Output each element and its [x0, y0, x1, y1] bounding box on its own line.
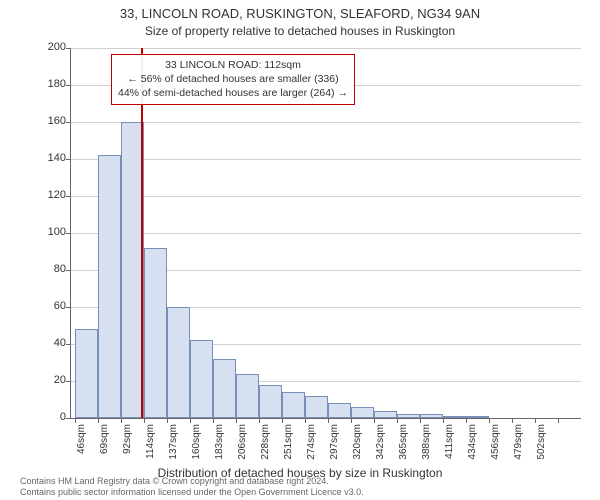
ytick-mark: [66, 159, 71, 160]
xtick-mark: [259, 418, 260, 423]
gridline: [71, 122, 581, 123]
ytick-label: 180: [26, 78, 66, 90]
gridline: [71, 196, 581, 197]
ytick-mark: [66, 233, 71, 234]
histogram-bar: [305, 396, 328, 418]
ytick-mark: [66, 85, 71, 86]
xtick-mark: [351, 418, 352, 423]
ytick-mark: [66, 344, 71, 345]
ytick-mark: [66, 48, 71, 49]
histogram-bar: [259, 385, 282, 418]
xtick-mark: [213, 418, 214, 423]
histogram-bar: [466, 416, 489, 418]
xtick-label: 502sqm: [536, 424, 547, 474]
xtick-label: 411sqm: [444, 424, 455, 474]
xtick-label: 388sqm: [421, 424, 432, 474]
xtick-label: 46sqm: [76, 424, 87, 474]
xtick-label: 228sqm: [260, 424, 271, 474]
xtick-label: 274sqm: [306, 424, 317, 474]
xtick-label: 320sqm: [352, 424, 363, 474]
histogram-bar: [144, 248, 167, 418]
histogram-bar: [213, 359, 236, 418]
xtick-label: 69sqm: [99, 424, 110, 474]
gridline: [71, 233, 581, 234]
xtick-label: 251sqm: [283, 424, 294, 474]
xtick-label: 183sqm: [214, 424, 225, 474]
ytick-label: 200: [26, 41, 66, 53]
footer-line2: Contains public sector information licen…: [20, 487, 364, 498]
xtick-mark: [466, 418, 467, 423]
xtick-mark: [282, 418, 283, 423]
gridline: [71, 159, 581, 160]
ytick-label: 80: [26, 263, 66, 275]
histogram-bar: [374, 411, 397, 418]
footer-line1: Contains HM Land Registry data © Crown c…: [20, 476, 364, 487]
histogram-bar: [236, 374, 259, 418]
xtick-label: 206sqm: [237, 424, 248, 474]
ytick-mark: [66, 122, 71, 123]
ytick-label: 0: [26, 411, 66, 423]
xtick-mark: [535, 418, 536, 423]
xtick-label: 114sqm: [145, 424, 156, 474]
ytick-mark: [66, 381, 71, 382]
xtick-label: 297sqm: [329, 424, 340, 474]
xtick-label: 160sqm: [191, 424, 202, 474]
xtick-mark: [121, 418, 122, 423]
ytick-mark: [66, 196, 71, 197]
annotation-box: 33 LINCOLN ROAD: 112sqm ← 56% of detache…: [111, 54, 355, 105]
xtick-label: 434sqm: [467, 424, 478, 474]
ytick-label: 20: [26, 374, 66, 386]
gridline: [71, 48, 581, 49]
annotation-line2: ← 56% of detached houses are smaller (33…: [118, 72, 348, 86]
histogram-bar: [190, 340, 213, 418]
xtick-mark: [558, 418, 559, 423]
xtick-mark: [236, 418, 237, 423]
histogram-bar: [75, 329, 98, 418]
xtick-label: 342sqm: [375, 424, 386, 474]
histogram-bar: [328, 403, 351, 418]
xtick-label: 92sqm: [122, 424, 133, 474]
xtick-mark: [167, 418, 168, 423]
ytick-label: 120: [26, 189, 66, 201]
chart-container: { "chart": { "type": "histogram", "title…: [0, 0, 600, 500]
xtick-mark: [144, 418, 145, 423]
ytick-mark: [66, 307, 71, 308]
xtick-label: 365sqm: [398, 424, 409, 474]
xtick-mark: [98, 418, 99, 423]
xtick-label: 137sqm: [168, 424, 179, 474]
plot-area: 33 LINCOLN ROAD: 112sqm ← 56% of detache…: [70, 48, 581, 419]
xtick-mark: [374, 418, 375, 423]
xtick-mark: [190, 418, 191, 423]
ytick-mark: [66, 270, 71, 271]
xtick-mark: [397, 418, 398, 423]
histogram-bar: [397, 414, 420, 418]
xtick-label: 479sqm: [513, 424, 524, 474]
histogram-bar: [167, 307, 190, 418]
histogram-bar: [420, 414, 443, 418]
chart-title: 33, LINCOLN ROAD, RUSKINGTON, SLEAFORD, …: [0, 6, 600, 21]
xtick-mark: [305, 418, 306, 423]
xtick-mark: [75, 418, 76, 423]
ytick-label: 100: [26, 226, 66, 238]
ytick-label: 160: [26, 115, 66, 127]
xtick-mark: [512, 418, 513, 423]
xtick-mark: [489, 418, 490, 423]
histogram-bar: [282, 392, 305, 418]
chart-subtitle: Size of property relative to detached ho…: [0, 24, 600, 38]
ytick-label: 140: [26, 152, 66, 164]
annotation-line3: 44% of semi-detached houses are larger (…: [118, 86, 348, 100]
histogram-bar: [443, 416, 466, 418]
histogram-bar: [98, 155, 121, 418]
annotation-line1: 33 LINCOLN ROAD: 112sqm: [118, 58, 348, 72]
footer-attribution: Contains HM Land Registry data © Crown c…: [20, 476, 364, 498]
xtick-mark: [328, 418, 329, 423]
xtick-mark: [443, 418, 444, 423]
ytick-label: 60: [26, 300, 66, 312]
ytick-mark: [66, 418, 71, 419]
xtick-label: 456sqm: [490, 424, 501, 474]
ytick-label: 40: [26, 337, 66, 349]
histogram-bar: [351, 407, 374, 418]
xtick-mark: [420, 418, 421, 423]
